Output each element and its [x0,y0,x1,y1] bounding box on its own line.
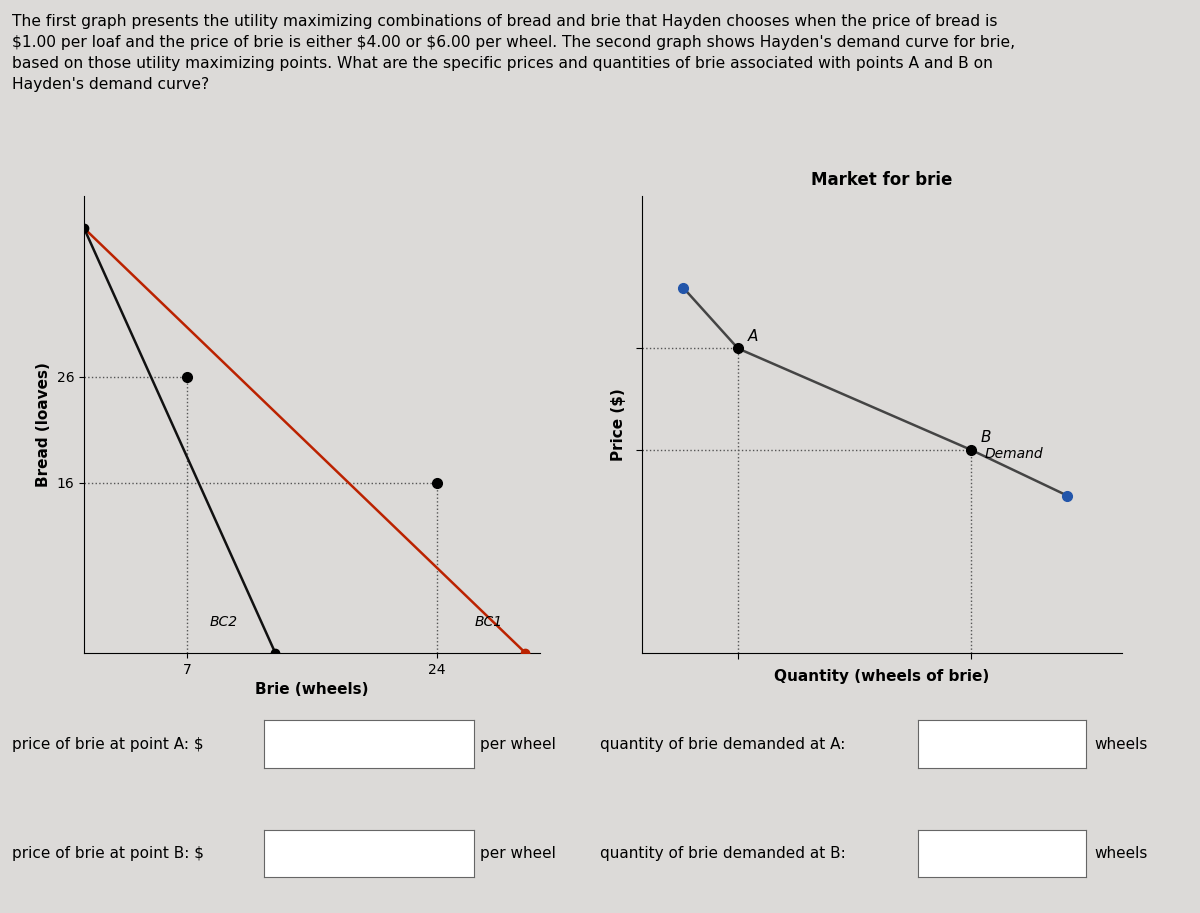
Text: B: B [980,430,991,446]
Text: wheels: wheels [1094,737,1147,751]
Text: price of brie at point A: $: price of brie at point A: $ [12,737,204,751]
Text: A: A [748,329,758,344]
X-axis label: Quantity (wheels of brie): Quantity (wheels of brie) [774,668,990,684]
Text: BC1: BC1 [474,615,503,629]
Text: per wheel: per wheel [480,737,556,751]
Text: quantity of brie demanded at A:: quantity of brie demanded at A: [600,737,845,751]
Y-axis label: Bread (loaves): Bread (loaves) [36,362,50,487]
Text: BC2: BC2 [210,615,238,629]
X-axis label: Brie (wheels): Brie (wheels) [256,682,368,697]
Text: quantity of brie demanded at B:: quantity of brie demanded at B: [600,846,846,861]
Text: wheels: wheels [1094,846,1147,861]
Y-axis label: Price ($): Price ($) [611,388,626,461]
Text: Demand: Demand [985,446,1044,460]
Text: price of brie at point B: $: price of brie at point B: $ [12,846,204,861]
Text: per wheel: per wheel [480,846,556,861]
Text: The first graph presents the utility maximizing combinations of bread and brie t: The first graph presents the utility max… [12,14,1015,91]
Title: Market for brie: Market for brie [811,171,953,189]
